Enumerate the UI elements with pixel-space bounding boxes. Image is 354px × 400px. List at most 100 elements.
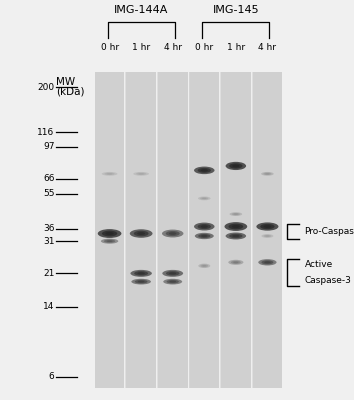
Ellipse shape	[198, 264, 210, 268]
Text: 97: 97	[43, 142, 55, 151]
Ellipse shape	[194, 222, 215, 230]
Ellipse shape	[263, 172, 272, 175]
Text: 55: 55	[43, 189, 55, 198]
Ellipse shape	[195, 233, 214, 239]
Text: 31: 31	[43, 237, 55, 246]
Text: 4 hr: 4 hr	[164, 43, 182, 52]
Text: MW: MW	[56, 77, 75, 87]
Ellipse shape	[130, 270, 152, 277]
Ellipse shape	[198, 168, 211, 173]
Ellipse shape	[201, 169, 208, 172]
Ellipse shape	[198, 234, 210, 238]
Ellipse shape	[224, 222, 247, 231]
Ellipse shape	[198, 224, 211, 229]
Ellipse shape	[262, 260, 273, 264]
Text: 4 hr: 4 hr	[258, 43, 276, 52]
Ellipse shape	[229, 163, 242, 169]
Ellipse shape	[232, 225, 240, 228]
Ellipse shape	[101, 239, 118, 244]
Text: (kDa): (kDa)	[56, 86, 85, 96]
Ellipse shape	[233, 262, 239, 263]
Ellipse shape	[131, 279, 151, 284]
Text: 1 hr: 1 hr	[132, 43, 150, 52]
Ellipse shape	[200, 197, 209, 200]
Ellipse shape	[234, 214, 238, 215]
Text: Active: Active	[304, 260, 333, 269]
Text: IMG-144A: IMG-144A	[114, 5, 169, 15]
Ellipse shape	[134, 231, 149, 236]
Text: 66: 66	[43, 174, 55, 183]
Ellipse shape	[107, 173, 112, 174]
Text: 21: 21	[43, 269, 55, 278]
Ellipse shape	[138, 173, 144, 174]
Ellipse shape	[229, 234, 242, 238]
Ellipse shape	[263, 235, 271, 237]
Ellipse shape	[232, 213, 240, 215]
Bar	[126, 72, 156, 388]
Ellipse shape	[138, 281, 144, 283]
Ellipse shape	[104, 172, 115, 175]
Ellipse shape	[136, 172, 146, 175]
Ellipse shape	[225, 162, 246, 170]
Bar	[253, 72, 282, 388]
Text: 6: 6	[48, 372, 55, 382]
Ellipse shape	[225, 232, 246, 240]
Ellipse shape	[137, 232, 145, 235]
Ellipse shape	[228, 260, 244, 265]
Ellipse shape	[166, 231, 180, 236]
Ellipse shape	[167, 280, 179, 284]
Ellipse shape	[231, 261, 241, 264]
Ellipse shape	[261, 234, 273, 238]
Text: 0 hr: 0 hr	[195, 43, 213, 52]
Ellipse shape	[228, 224, 243, 230]
Ellipse shape	[169, 272, 176, 274]
Ellipse shape	[260, 224, 275, 229]
Bar	[189, 72, 219, 388]
Ellipse shape	[130, 229, 153, 238]
Text: 14: 14	[43, 302, 55, 311]
Text: Caspase-3: Caspase-3	[304, 276, 351, 285]
Ellipse shape	[170, 281, 176, 283]
Ellipse shape	[265, 173, 270, 174]
Text: 1 hr: 1 hr	[227, 43, 245, 52]
Ellipse shape	[137, 272, 145, 274]
Ellipse shape	[258, 259, 276, 266]
Ellipse shape	[232, 164, 239, 167]
Ellipse shape	[135, 280, 148, 284]
Ellipse shape	[105, 232, 114, 235]
Ellipse shape	[201, 225, 208, 228]
Ellipse shape	[264, 261, 270, 264]
Ellipse shape	[169, 232, 177, 235]
Text: 0 hr: 0 hr	[101, 43, 119, 52]
Ellipse shape	[232, 235, 239, 237]
Ellipse shape	[256, 222, 279, 231]
Ellipse shape	[200, 264, 208, 267]
Ellipse shape	[98, 229, 121, 238]
Ellipse shape	[102, 231, 117, 236]
Ellipse shape	[202, 265, 206, 267]
Bar	[221, 72, 251, 388]
Ellipse shape	[162, 270, 183, 277]
Ellipse shape	[265, 235, 269, 237]
Text: Pro-Caspase-3: Pro-Caspase-3	[304, 227, 354, 236]
Bar	[158, 72, 188, 388]
Text: 116: 116	[37, 128, 55, 136]
Ellipse shape	[166, 271, 179, 276]
Ellipse shape	[107, 240, 113, 242]
Ellipse shape	[202, 198, 206, 199]
Ellipse shape	[104, 240, 115, 243]
Ellipse shape	[261, 172, 274, 176]
Ellipse shape	[194, 166, 215, 174]
Ellipse shape	[133, 172, 149, 176]
Ellipse shape	[201, 235, 207, 237]
Ellipse shape	[102, 172, 118, 176]
Text: IMG-145: IMG-145	[212, 5, 259, 15]
Ellipse shape	[163, 279, 182, 284]
Text: 36: 36	[43, 224, 55, 233]
Ellipse shape	[229, 212, 242, 216]
Bar	[95, 72, 124, 388]
Ellipse shape	[134, 271, 148, 276]
Text: 200: 200	[37, 82, 55, 92]
Ellipse shape	[198, 196, 211, 200]
Ellipse shape	[263, 225, 271, 228]
